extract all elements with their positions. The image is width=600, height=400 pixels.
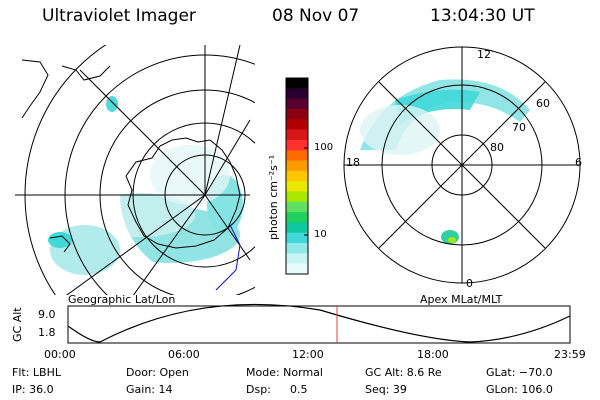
dayside-boundary xyxy=(215,224,241,291)
colorbar-swatch xyxy=(286,139,308,151)
coastline xyxy=(125,137,241,249)
mlat-label-60: 60 xyxy=(536,97,550,110)
colorbar-swatch xyxy=(286,170,308,182)
time-label: 13:04:30 UT xyxy=(430,6,535,26)
orbit-xtick-2359: 23:59 xyxy=(554,348,586,361)
mlt-label-18: 18 xyxy=(346,156,360,169)
colorbar-frame xyxy=(285,77,309,275)
coastline xyxy=(49,235,71,253)
apex-aurora-spot xyxy=(448,237,456,243)
colorbar-swatch xyxy=(286,263,308,275)
orbit-xtick-0600: 06:00 xyxy=(168,348,200,361)
colorbar-swatch xyxy=(286,150,308,162)
apex-aurora-haze xyxy=(360,105,440,155)
mlat-label-70: 70 xyxy=(512,121,526,134)
colorbar-swatch xyxy=(286,191,308,203)
orbit-ylabel: GC Alt xyxy=(11,307,24,342)
colorbar-swatch xyxy=(286,232,308,244)
orbit-ytick-min: 1.8 xyxy=(38,326,56,339)
instrument-title: Ultraviolet Imager xyxy=(42,6,196,26)
glon-info: GLon: 106.0 xyxy=(486,383,553,396)
colorbar-swatch xyxy=(286,88,308,100)
colorbar-swatch xyxy=(286,201,308,213)
dsp-label: Dsp: xyxy=(246,383,271,396)
orbit-xtick-1200: 12:00 xyxy=(292,348,324,361)
geo-aurora-patch xyxy=(48,232,72,248)
colorbar-swatch xyxy=(286,212,308,223)
glat-info: GLat: −70.0 xyxy=(486,366,553,379)
colorbar-swatch xyxy=(286,129,308,141)
colorbar xyxy=(285,77,309,275)
colorbar-swatch xyxy=(286,78,308,89)
colorbar-swatch xyxy=(286,253,308,265)
mlt-label-12: 12 xyxy=(477,48,491,61)
mlt-label-0: 0 xyxy=(466,277,473,290)
geo-aurora-band xyxy=(120,193,195,237)
mode-info: Mode: Normal xyxy=(246,366,323,379)
colorbar-swatch xyxy=(286,243,308,254)
dsp-value: 0.5 xyxy=(290,383,308,396)
orbit-xtick-0000: 00:00 xyxy=(44,348,76,361)
gc-alt-info: GC Alt: 8.6 Re xyxy=(365,366,442,379)
colorbar-swatch xyxy=(286,119,308,131)
orbit-xtick-1800: 18:00 xyxy=(417,348,449,361)
geo-panel-label: Geographic Lat/Lon xyxy=(68,293,176,306)
ip-info: IP: 36.0 xyxy=(12,383,54,396)
colorbar-swatch xyxy=(286,98,308,110)
colorbar-swatch xyxy=(286,181,308,192)
seq-info: Seq: 39 xyxy=(365,383,407,396)
geo-aurora-patch xyxy=(106,96,118,112)
apex-panel-label: Apex MLat/MLT xyxy=(420,293,503,306)
mlt-label-6: 6 xyxy=(575,156,582,169)
mlat-label-80: 80 xyxy=(490,141,504,154)
filter-info: Flt: LBHL xyxy=(12,366,61,379)
door-info: Door: Open xyxy=(126,366,189,379)
gain-info: Gain: 14 xyxy=(126,383,173,396)
coastline xyxy=(61,65,111,81)
date-label: 08 Nov 07 xyxy=(272,6,360,26)
colorbar-swatch xyxy=(286,160,308,172)
colorbar-swatch xyxy=(286,222,308,234)
coastline xyxy=(21,59,49,119)
orbit-ytick-max: 9.0 xyxy=(38,308,56,321)
colorbar-tick-100: 100 xyxy=(314,142,334,153)
colorbar-tick-10: 10 xyxy=(314,229,327,240)
altitude-curve xyxy=(67,303,571,343)
colorbar-swatch xyxy=(286,108,308,120)
